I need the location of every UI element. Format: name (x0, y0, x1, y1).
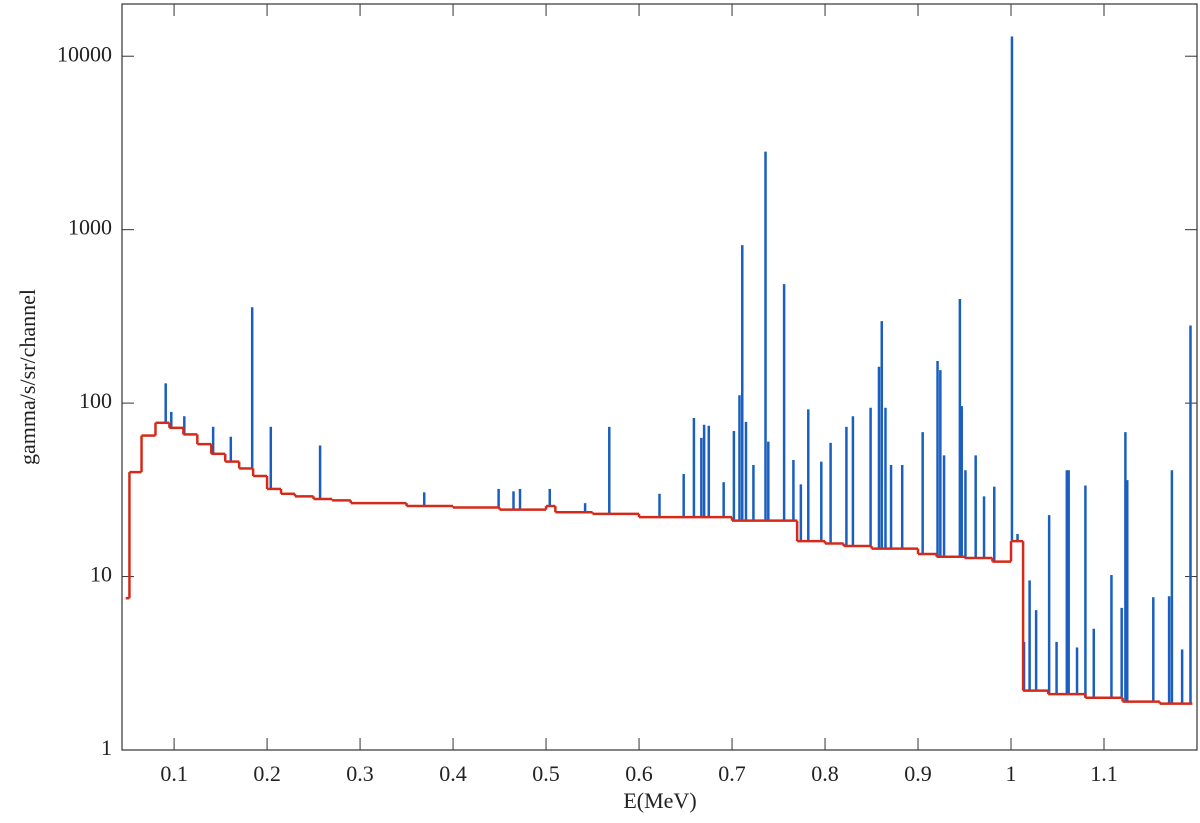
x-tick-label: 0.8 (811, 761, 839, 786)
x-tick-label: 0.5 (532, 761, 560, 786)
x-axis-label: E(MeV) (623, 788, 696, 813)
x-tick-label: 0.9 (904, 761, 932, 786)
x-tick-label: 1 (1006, 761, 1017, 786)
y-tick-label: 10000 (57, 41, 112, 66)
y-tick-label: 100 (79, 388, 112, 413)
plot-frame (121, 3, 1198, 751)
x-tick-label: 1.1 (1090, 761, 1118, 786)
y-axis-label: gamma/s/sr/channel (15, 289, 40, 465)
x-tick-label: 0.2 (253, 761, 281, 786)
y-tick-label: 10 (90, 562, 112, 587)
x-tick-label: 0.6 (625, 761, 653, 786)
x-tick-label: 0.3 (346, 761, 374, 786)
x-tick-label: 0.1 (160, 761, 188, 786)
y-tick-label: 1000 (68, 215, 112, 240)
y-tick-label: 1 (101, 735, 112, 760)
x-tick-label: 0.7 (718, 761, 746, 786)
x-tick-label: 0.4 (439, 761, 467, 786)
